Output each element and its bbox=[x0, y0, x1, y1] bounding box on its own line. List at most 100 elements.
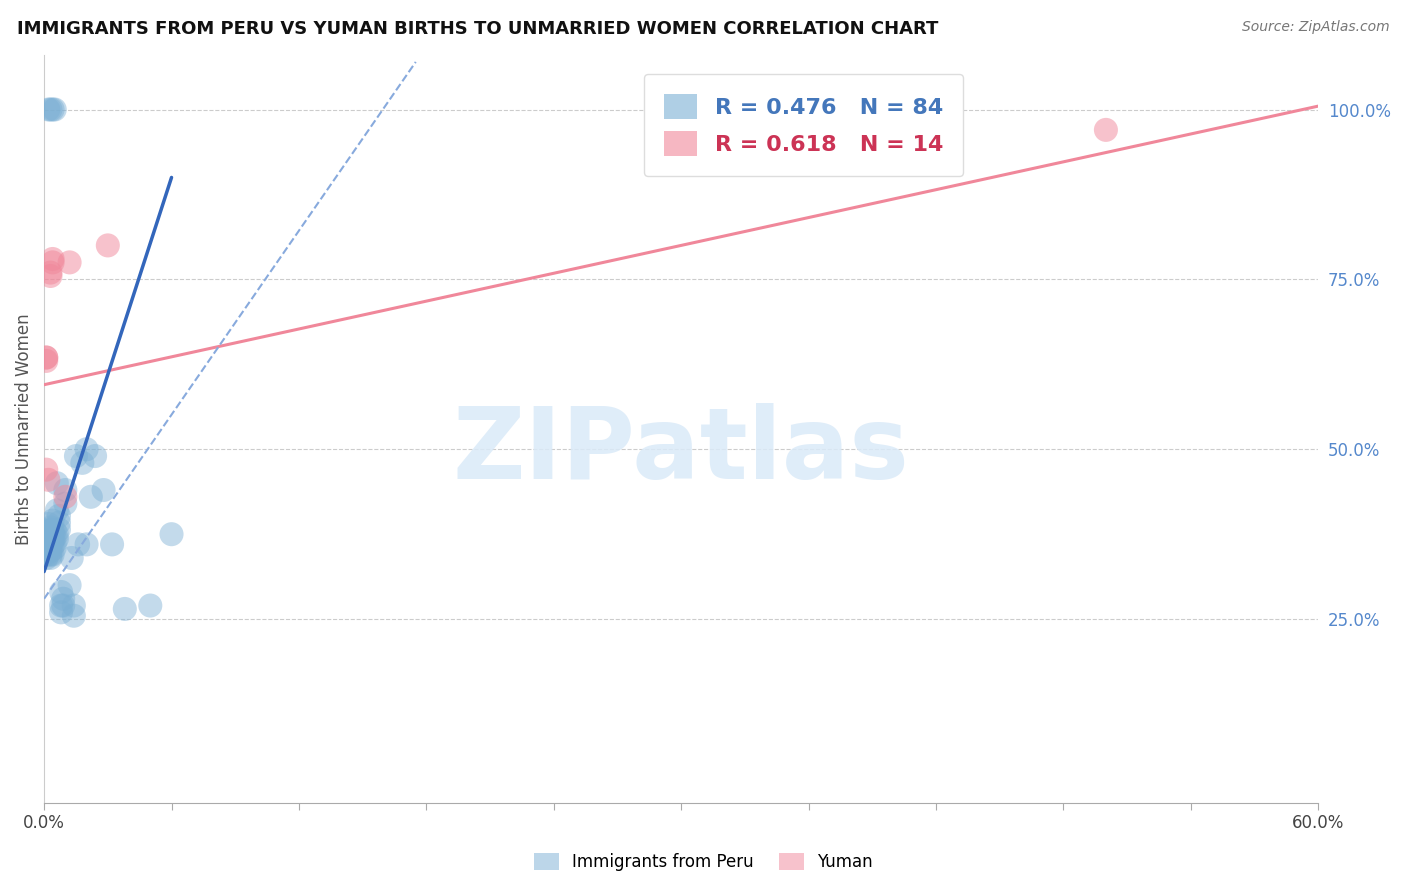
Point bbox=[37, 473, 59, 487]
Point bbox=[37, 548, 59, 562]
Point bbox=[35, 532, 58, 546]
Point bbox=[35, 541, 58, 555]
Point bbox=[37, 525, 59, 540]
Point bbox=[44, 103, 66, 117]
Point bbox=[52, 599, 75, 613]
Point bbox=[65, 449, 87, 463]
Point bbox=[39, 103, 62, 117]
Point bbox=[44, 531, 66, 545]
Point bbox=[39, 532, 62, 546]
Point bbox=[60, 551, 83, 566]
Point bbox=[41, 532, 63, 546]
Point bbox=[58, 255, 80, 269]
Point bbox=[32, 548, 55, 562]
Point bbox=[41, 548, 63, 562]
Point bbox=[35, 525, 58, 540]
Point bbox=[35, 351, 58, 365]
Point bbox=[1095, 123, 1118, 137]
Point bbox=[37, 531, 59, 545]
Point bbox=[63, 599, 86, 613]
Point bbox=[63, 608, 86, 623]
Point bbox=[48, 508, 70, 523]
Point bbox=[41, 523, 63, 537]
Point bbox=[41, 533, 63, 548]
Point bbox=[41, 255, 63, 269]
Point bbox=[53, 497, 76, 511]
Point bbox=[49, 599, 72, 613]
Point bbox=[44, 524, 66, 538]
Point bbox=[39, 527, 62, 541]
Text: Source: ZipAtlas.com: Source: ZipAtlas.com bbox=[1241, 20, 1389, 34]
Y-axis label: Births to Unmarried Women: Births to Unmarried Women bbox=[15, 313, 32, 545]
Point bbox=[139, 599, 162, 613]
Point bbox=[160, 527, 183, 541]
Point bbox=[45, 503, 67, 517]
Point bbox=[35, 524, 58, 538]
Point bbox=[32, 536, 55, 550]
Point bbox=[37, 541, 59, 555]
Point bbox=[35, 533, 58, 548]
Point bbox=[39, 266, 62, 280]
Point bbox=[93, 483, 115, 497]
Point bbox=[830, 103, 852, 117]
Point bbox=[41, 514, 63, 528]
Point bbox=[101, 537, 124, 551]
Point bbox=[39, 531, 62, 545]
Point bbox=[48, 516, 70, 530]
Point bbox=[37, 527, 59, 541]
Point bbox=[32, 539, 55, 553]
Point bbox=[39, 529, 62, 543]
Point bbox=[41, 527, 63, 541]
Point bbox=[37, 539, 59, 553]
Point bbox=[97, 238, 120, 252]
Point bbox=[32, 537, 55, 551]
Point bbox=[84, 449, 107, 463]
Point bbox=[39, 548, 62, 562]
Point bbox=[45, 532, 67, 546]
Point bbox=[48, 523, 70, 537]
Text: ZIPatlas: ZIPatlas bbox=[453, 403, 910, 500]
Point bbox=[37, 537, 59, 551]
Point bbox=[67, 537, 90, 551]
Point bbox=[72, 456, 94, 470]
Point bbox=[35, 462, 58, 476]
Legend: R = 0.476   N = 84, R = 0.618   N = 14: R = 0.476 N = 84, R = 0.618 N = 14 bbox=[644, 74, 963, 177]
Point bbox=[32, 544, 55, 558]
Point bbox=[44, 536, 66, 550]
Point bbox=[52, 591, 75, 606]
Point bbox=[37, 536, 59, 550]
Point bbox=[35, 548, 58, 562]
Point bbox=[39, 524, 62, 538]
Point bbox=[76, 537, 98, 551]
Point bbox=[35, 551, 58, 566]
Point bbox=[37, 516, 59, 531]
Point bbox=[114, 602, 136, 616]
Point bbox=[49, 585, 72, 599]
Point bbox=[37, 523, 59, 537]
Point bbox=[39, 551, 62, 566]
Point bbox=[41, 539, 63, 553]
Point bbox=[53, 483, 76, 497]
Point bbox=[39, 544, 62, 558]
Point bbox=[32, 532, 55, 546]
Point bbox=[35, 351, 58, 365]
Point bbox=[39, 536, 62, 550]
Point bbox=[39, 520, 62, 534]
Point bbox=[35, 529, 58, 543]
Point bbox=[58, 578, 80, 592]
Point bbox=[39, 268, 62, 283]
Point bbox=[41, 252, 63, 266]
Point bbox=[32, 531, 55, 545]
Point bbox=[37, 542, 59, 557]
Point bbox=[45, 476, 67, 491]
Point bbox=[35, 537, 58, 551]
Point bbox=[32, 541, 55, 555]
Point bbox=[76, 442, 98, 457]
Point bbox=[80, 490, 103, 504]
Point bbox=[41, 103, 63, 117]
Point bbox=[45, 527, 67, 541]
Point bbox=[35, 544, 58, 558]
Point bbox=[35, 539, 58, 553]
Point bbox=[44, 541, 66, 555]
Point bbox=[39, 539, 62, 553]
